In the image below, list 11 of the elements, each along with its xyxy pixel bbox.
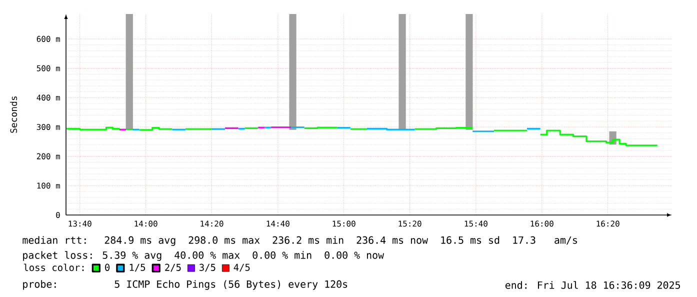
legend-label: 4/5 <box>234 264 250 272</box>
legend-label: 0 <box>105 264 110 271</box>
text: median rtt: 284.9 ms avg 298.0 ms max 236.2 ms min 236.4 ms now 16.5 ms sd 17.3 am/s <box>22 236 577 246</box>
legend-label: 3/5 <box>200 264 216 272</box>
text: end: Fri Jul 18 16:36:09 2025 <box>505 281 680 289</box>
legend-title: loss color: <box>24 264 84 272</box>
text: probe: 5 ICMP Echo Pings (56 Bytes) every 120s <box>23 280 348 290</box>
y-axis-title: Seconds <box>10 96 18 133</box>
text: packet loss: 5.39 % avg 40.00 % max 0.00 % min 0.00 % now <box>23 251 384 261</box>
legend-label: 2/5 <box>165 264 181 272</box>
legend-label: 1/5 <box>130 264 146 272</box>
